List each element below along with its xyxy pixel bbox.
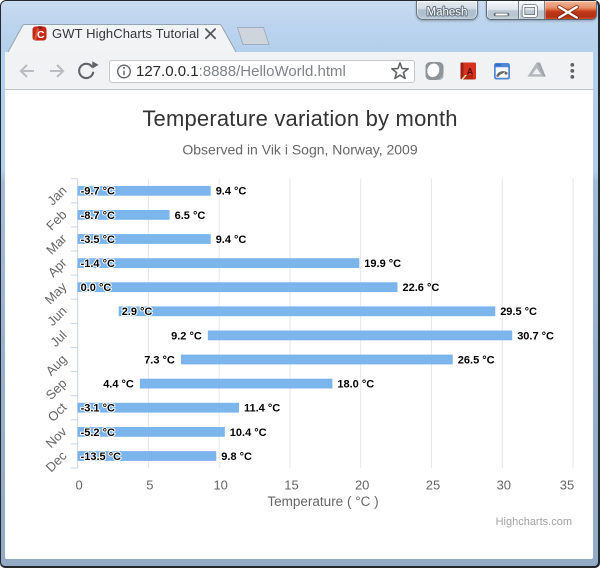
svg-text:Temperature variation by month: Temperature variation by month [142,106,457,131]
svg-text:Jan: Jan [44,183,69,208]
svg-text:19.9 °C: 19.9 °C [364,258,401,270]
svg-text:-3.1 °C: -3.1 °C [81,403,115,415]
svg-text:Mar: Mar [43,231,70,258]
svg-text:Oct: Oct [45,399,70,424]
svg-text:2.9 °C: 2.9 °C [122,306,153,318]
svg-text:4.4 °C: 4.4 °C [103,379,134,391]
svg-text:10: 10 [213,478,227,493]
svg-text:Temperature ( °C ): Temperature ( °C ) [267,494,378,509]
svg-text:Apr: Apr [45,255,70,280]
svg-text:9.4 °C: 9.4 °C [216,186,247,198]
svg-text:-1.4 °C: -1.4 °C [81,258,115,270]
svg-text:-9.7 °C: -9.7 °C [81,186,115,198]
svg-text:10.4 °C: 10.4 °C [230,427,267,439]
svg-text:11.4 °C: 11.4 °C [244,403,280,415]
svg-text:May: May [42,279,70,307]
svg-text:15: 15 [284,478,298,493]
svg-text:30.7 °C: 30.7 °C [517,330,554,342]
svg-text:-13.5 °C: -13.5 °C [81,451,122,463]
svg-text:7.3 °C: 7.3 °C [144,354,175,366]
svg-text:Sep: Sep [43,376,70,403]
svg-text:35: 35 [560,478,574,493]
svg-text:9.4 °C: 9.4 °C [216,234,247,246]
svg-text:Mahesh: Mahesh [427,7,468,19]
svg-text:-5.2 °C: -5.2 °C [81,427,115,439]
svg-text:9.8 °C: 9.8 °C [221,451,252,463]
svg-text:22.6 °C: 22.6 °C [403,282,440,294]
svg-text:Jul: Jul [47,327,69,349]
svg-text:Highcharts.com: Highcharts.com [496,516,572,528]
svg-text:Dec: Dec [43,448,70,475]
svg-text:18.0 °C: 18.0 °C [337,379,374,391]
svg-text:30: 30 [497,478,511,493]
svg-text:A: A [467,67,474,77]
svg-text:Nov: Nov [43,424,70,451]
svg-text:-3.5 °C: -3.5 °C [81,234,115,246]
svg-text:Aug: Aug [43,352,70,379]
svg-text:0: 0 [75,478,82,493]
svg-text:9.2 °C: 9.2 °C [171,330,202,342]
svg-text:Observed in Vik i Sogn, Norway: Observed in Vik i Sogn, Norway, 2009 [182,142,417,158]
svg-text:C: C [37,29,45,41]
svg-text:20: 20 [355,478,369,493]
svg-text:6.5 °C: 6.5 °C [175,210,206,222]
svg-text:Feb: Feb [43,207,69,233]
svg-text:25: 25 [426,478,440,493]
svg-text:Jun: Jun [44,303,69,328]
svg-text:26.5 °C: 26.5 °C [458,354,495,366]
svg-text:0.0 °C: 0.0 °C [81,282,112,294]
svg-text:-8.7 °C: -8.7 °C [81,210,115,222]
svg-text:29.5 °C: 29.5 °C [500,306,537,318]
svg-text:5: 5 [146,478,153,493]
